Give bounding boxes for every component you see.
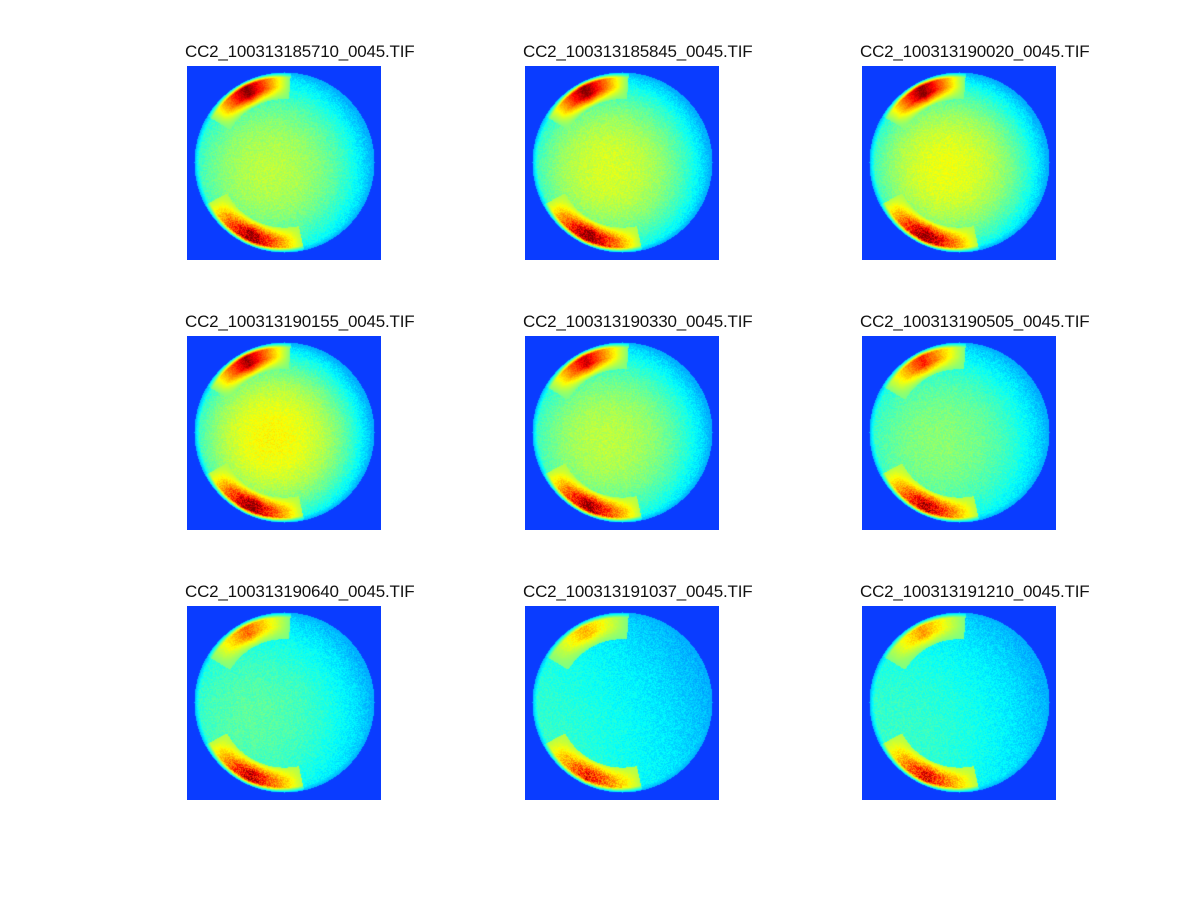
- image-panel-3: CC2_100313190020_0045.TIF: [860, 42, 1090, 282]
- panel-title: CC2_100313185845_0045.TIF: [523, 42, 753, 61]
- fisheye-sky-image: [525, 66, 719, 260]
- fisheye-sky-image: [187, 66, 381, 260]
- panel-title: CC2_100313190020_0045.TIF: [860, 42, 1090, 61]
- fisheye-sky-image: [187, 336, 381, 530]
- image-panel-6: CC2_100313190505_0045.TIF: [860, 312, 1090, 552]
- fisheye-sky-image: [862, 336, 1056, 530]
- panel-title: CC2_100313191037_0045.TIF: [523, 582, 753, 601]
- panel-title: CC2_100313190640_0045.TIF: [185, 582, 415, 601]
- fisheye-sky-image: [525, 606, 719, 800]
- fisheye-sky-image: [862, 66, 1056, 260]
- image-panel-1: CC2_100313185710_0045.TIF: [185, 42, 415, 282]
- panel-title: CC2_100313185710_0045.TIF: [185, 42, 415, 61]
- panel-title: CC2_100313190155_0045.TIF: [185, 312, 415, 331]
- image-panel-5: CC2_100313190330_0045.TIF: [523, 312, 753, 552]
- image-panel-7: CC2_100313190640_0045.TIF: [185, 582, 415, 822]
- image-panel-9: CC2_100313191210_0045.TIF: [860, 582, 1090, 822]
- panel-title: CC2_100313190330_0045.TIF: [523, 312, 753, 331]
- image-panel-2: CC2_100313185845_0045.TIF: [523, 42, 753, 282]
- panel-title: CC2_100313191210_0045.TIF: [860, 582, 1090, 601]
- image-panel-8: CC2_100313191037_0045.TIF: [523, 582, 753, 822]
- fisheye-sky-image: [187, 606, 381, 800]
- fisheye-sky-image: [525, 336, 719, 530]
- fisheye-sky-image: [862, 606, 1056, 800]
- image-panel-4: CC2_100313190155_0045.TIF: [185, 312, 415, 552]
- panel-title: CC2_100313190505_0045.TIF: [860, 312, 1090, 331]
